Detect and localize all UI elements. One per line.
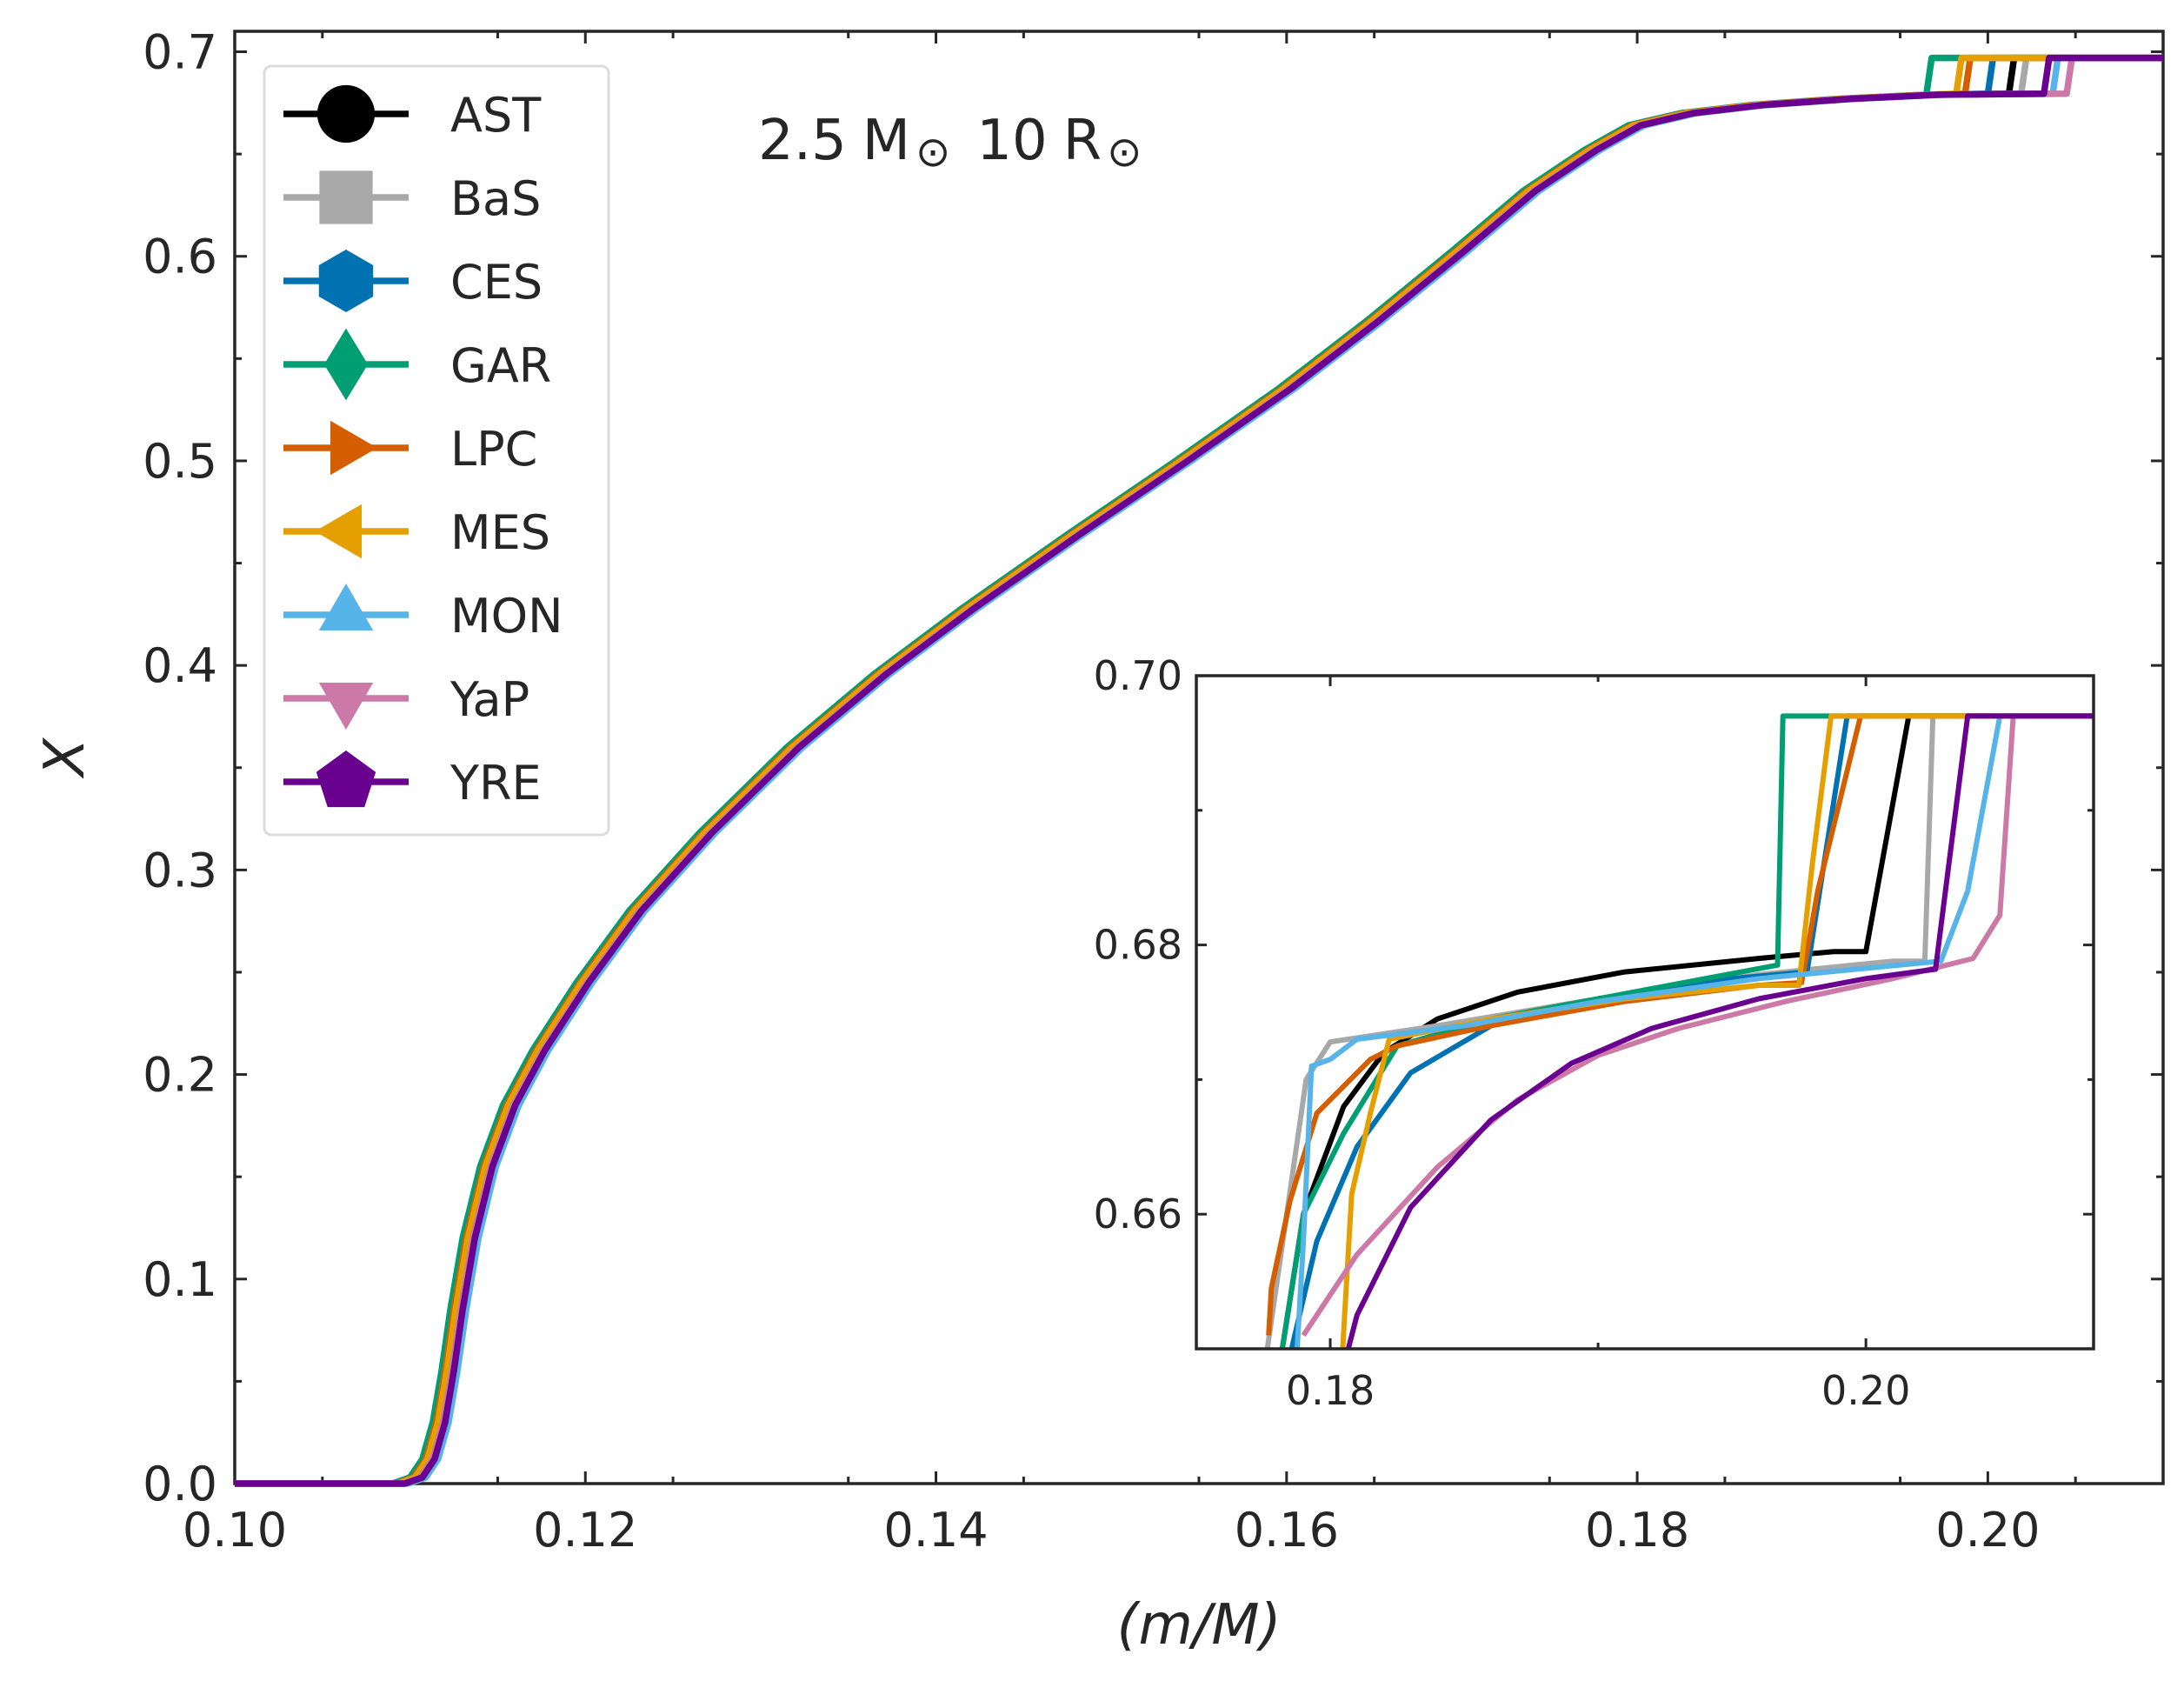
legend-entry-ces: CES: [283, 250, 543, 312]
inset-x-tick-label: 0.20: [1821, 1367, 1910, 1414]
legend-entry-mon: MON: [283, 584, 563, 644]
y-tick-label: 0.5: [143, 434, 217, 489]
legend-entries: AST BaS CES GAR LPC MES MON YaP YRE: [283, 84, 563, 810]
x-tick-label: 0.10: [183, 1503, 287, 1558]
inset-series-group: [1264, 713, 2094, 1349]
y-tick-label: 0.0: [143, 1457, 217, 1511]
annotation-mass-sun: ⊙: [916, 128, 950, 177]
legend-label-mes: MES: [450, 505, 550, 560]
legend: AST BaS CES GAR LPC MES MON YaP YRE: [263, 64, 610, 837]
legend-marker-yap: [318, 683, 374, 730]
inset-y-tick-label: 0.70: [1094, 652, 1182, 699]
legend-entry-gar: GAR: [283, 328, 551, 401]
legend-label-ast: AST: [450, 88, 542, 143]
legend-marker-ast: [316, 84, 376, 143]
legend-marker-bas: [319, 170, 373, 224]
chart-annotation: 2.5 M ⊙ 10 R ⊙: [758, 109, 1142, 177]
legend-entry-yap: YaP: [283, 672, 529, 730]
inset-plot: 0.18 0.20 0.66 0.68 0.70: [1094, 652, 2095, 1414]
legend-label-gar: GAR: [450, 338, 551, 393]
main-series-group: [235, 54, 2163, 1487]
annotation-radius-sun: ⊙: [1107, 128, 1142, 177]
annotation-radius-value: 10: [976, 109, 1047, 173]
main-plot: 0.10 0.12 0.14 0.16 0.18 0.20 0.0 0.1 0.2 0.3 0.4 0…: [143, 25, 2165, 1558]
inset-series-line-yap: [1301, 713, 2094, 1337]
y-tick-label: 0.4: [143, 638, 217, 693]
inset-frame: [1195, 674, 2095, 1351]
y-tick-label: 0.7: [143, 25, 217, 80]
legend-label-yap: YaP: [449, 672, 529, 727]
x-axis-label: (m/M): [1116, 1593, 1281, 1658]
x-tick-label: 0.20: [1935, 1503, 2040, 1558]
legend-marker-mes: [315, 504, 362, 559]
annotation-mass-unit: M: [862, 109, 910, 173]
inset-x-tick-label: 0.18: [1286, 1367, 1375, 1414]
y-tick-label: 0.6: [143, 230, 217, 284]
legend-label-bas: BaS: [450, 171, 541, 226]
x-tick-label: 0.16: [1235, 1503, 1339, 1558]
inset-series-line-mon: [1294, 713, 2094, 1349]
legend-entry-bas: BaS: [283, 170, 541, 226]
inset-background: [1196, 676, 2094, 1349]
inset-y-tick-label: 0.66: [1094, 1191, 1182, 1237]
series-line-yre: [235, 54, 2163, 1487]
x-tick-label: 0.12: [533, 1503, 637, 1558]
legend-entry-mes: MES: [283, 504, 550, 560]
legend-marker-gar: [323, 328, 369, 401]
y-tick-label: 0.3: [143, 843, 217, 897]
y-tick-label: 0.1: [143, 1252, 217, 1307]
legend-marker-ces: [318, 250, 374, 312]
x-tick-label: 0.18: [1585, 1503, 1689, 1558]
legend-marker-mon: [318, 584, 374, 630]
y-axis-label: X: [33, 737, 97, 779]
legend-marker-yre: [316, 750, 376, 808]
legend-entry-ast: AST: [283, 84, 542, 143]
inset-series-line-ast: [1279, 713, 2094, 1349]
legend-marker-lpc: [330, 420, 377, 476]
legend-entry-yre: YRE: [283, 750, 542, 810]
legend-label-ces: CES: [450, 255, 543, 310]
inset-series-line-yre: [1345, 713, 2094, 1349]
annotation-mass-value: 2.5: [758, 109, 847, 173]
inset-series-line-lpc: [1266, 713, 2094, 1336]
legend-entry-lpc: LPC: [283, 420, 537, 477]
legend-label-lpc: LPC: [450, 422, 537, 477]
annotation-radius-unit: R: [1063, 109, 1102, 173]
main-axis-ticks: 0.10 0.12 0.14 0.16 0.18 0.20 0.0 0.1 0.2 0.3 0.4 0…: [143, 25, 2163, 1558]
legend-label-mon: MON: [450, 589, 563, 644]
legend-label-yre: YRE: [449, 756, 542, 810]
inset-axis-ticks: 0.18 0.20 0.66 0.68 0.70: [1094, 652, 2094, 1414]
y-tick-label: 0.2: [143, 1048, 217, 1103]
x-tick-label: 0.14: [883, 1503, 988, 1558]
inset-y-tick-label: 0.68: [1094, 922, 1182, 969]
